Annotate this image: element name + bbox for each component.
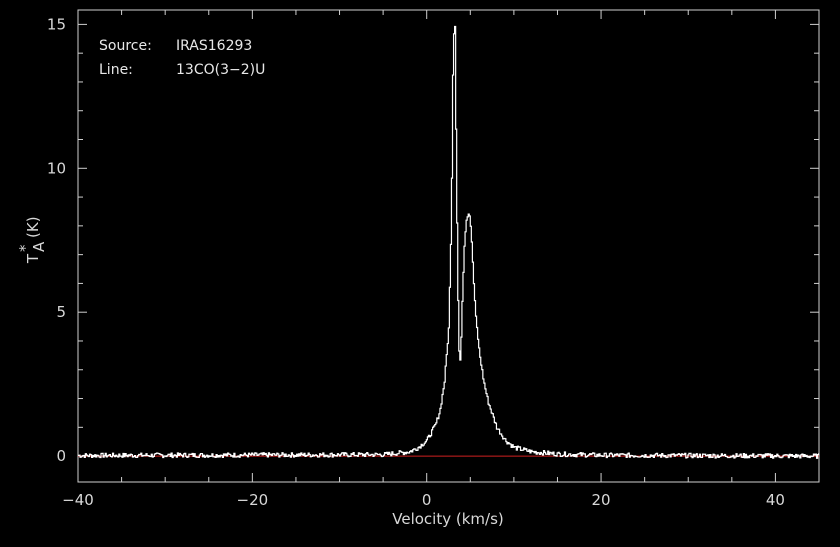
- line-key: Line:: [99, 62, 133, 78]
- y-axis-label: T * A (K): [16, 216, 48, 264]
- x-tick-label: −40: [62, 491, 94, 509]
- y-tick-label: 15: [47, 15, 66, 33]
- y-tick-label: 10: [47, 159, 66, 177]
- x-tick-label: 20: [592, 491, 611, 509]
- axes-frame: [77, 9, 820, 483]
- spectrum-line: [78, 25, 820, 459]
- source-value: IRAS16293: [176, 38, 252, 54]
- spectrum-plot-area: [78, 25, 820, 459]
- plot-frame: [77, 9, 820, 483]
- source-key: Source:: [99, 38, 152, 54]
- y-tick-label: 5: [56, 303, 66, 321]
- y-tick-label: 0: [56, 447, 66, 465]
- y-axis-label-unit: (K): [24, 216, 42, 238]
- x-tick-label: 40: [766, 491, 785, 509]
- y-axis-label-sub: A: [30, 241, 48, 252]
- line-value: 13CO(3−2)U: [176, 62, 265, 78]
- axis-ticks: −40 −20 0 20 40 0 5 10 15: [47, 10, 820, 509]
- y-axis-label-main: T: [24, 253, 42, 264]
- y-axis-label-sup: *: [16, 244, 34, 252]
- x-axis-label: Velocity (km/s): [392, 510, 503, 528]
- x-tick-label: −20: [237, 491, 269, 509]
- x-tick-label: 0: [422, 491, 432, 509]
